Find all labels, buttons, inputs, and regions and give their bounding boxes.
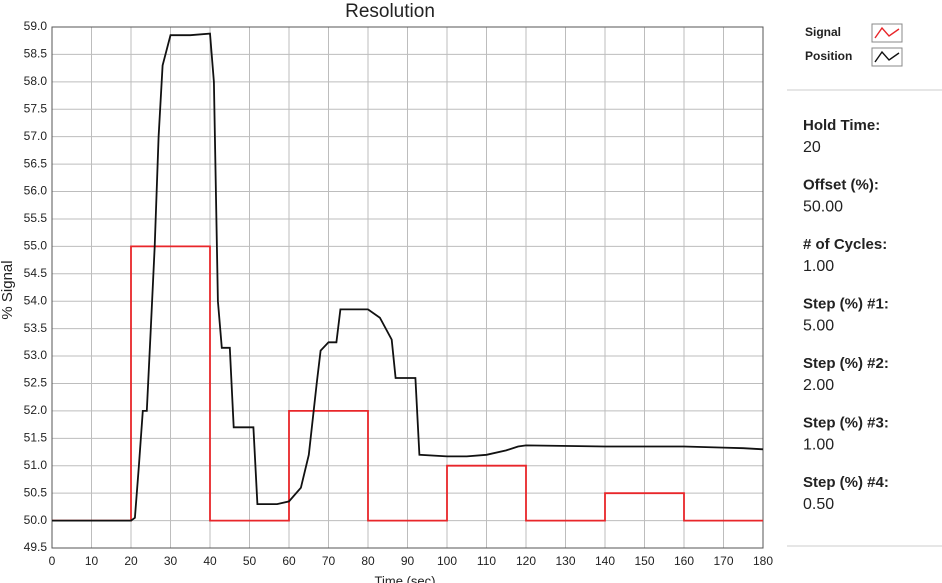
y-tick-label: 52.5: [24, 376, 48, 390]
legend-label: Position: [805, 49, 852, 63]
x-tick-label: 110: [477, 554, 496, 568]
x-tick-label: 160: [674, 554, 694, 568]
y-tick-label: 53.5: [24, 321, 48, 335]
panel-value: 5.00: [803, 318, 834, 335]
y-tick-label: 51.0: [24, 458, 48, 472]
series-line: [52, 32, 764, 522]
panel-value: 1.00: [803, 258, 834, 275]
y-tick-label: 58.0: [24, 74, 48, 88]
panel-label: Step (%) #3:: [803, 414, 889, 431]
series-line: [52, 245, 763, 522]
x-tick-label: 140: [595, 554, 615, 568]
panel-label: Step (%) #4:: [803, 474, 889, 491]
plot-frame: [51, 26, 764, 549]
y-tick-label: 49.5: [24, 540, 48, 554]
panel-label: # of Cycles:: [803, 236, 887, 253]
panel-label: Step (%) #2:: [803, 355, 889, 372]
chart-title: Resolution: [345, 1, 435, 22]
x-tick-label: 40: [203, 554, 217, 568]
panel-value: 2.00: [803, 377, 834, 394]
x-tick-label: 20: [124, 554, 138, 568]
y-tick-label: 56.5: [24, 156, 48, 170]
x-tick-label: 130: [555, 554, 575, 568]
y-tick-label: 55.0: [24, 239, 48, 253]
legend-label: Signal: [805, 25, 841, 39]
y-tick-label: 59.0: [24, 19, 48, 33]
x-axis-label: Time (sec): [375, 573, 436, 583]
y-tick-label: 52.0: [24, 403, 48, 417]
y-tick-label: 54.5: [24, 266, 48, 280]
y-tick-label: 58.5: [24, 47, 48, 61]
panel-label: Hold Time:: [803, 117, 880, 134]
y-tick-label: 54.0: [24, 293, 48, 307]
x-tick-label: 180: [753, 554, 773, 568]
y-tick-label: 57.0: [24, 129, 48, 143]
y-tick-label: 50.0: [24, 513, 48, 527]
x-tick-label: 90: [401, 554, 415, 568]
panel-value: 1.00: [803, 437, 834, 454]
x-tick-label: 60: [282, 554, 296, 568]
y-axis-label: % Signal: [0, 260, 16, 319]
x-tick-label: 50: [243, 554, 257, 568]
panel-value: 50.00: [803, 199, 843, 216]
y-tick-label: 56.0: [24, 184, 48, 198]
x-tick-label: 120: [516, 554, 536, 568]
panel-value: 0.50: [803, 496, 834, 513]
x-tick-label: 80: [361, 554, 375, 568]
x-tick-label: 170: [713, 554, 733, 568]
panel-value: 20: [803, 139, 821, 156]
panel-label: Offset (%):: [803, 176, 879, 193]
y-tick-label: 53.0: [24, 348, 48, 362]
y-tick-label: 50.5: [24, 485, 48, 499]
legend-swatch: [874, 26, 900, 39]
x-tick-label: 100: [437, 554, 457, 568]
x-tick-label: 30: [164, 554, 178, 568]
y-tick-label: 55.5: [24, 211, 48, 225]
x-tick-label: 150: [634, 554, 654, 568]
x-tick-label: 70: [322, 554, 336, 568]
panel-label: Step (%) #1:: [803, 295, 889, 312]
y-tick-label: 51.5: [24, 430, 48, 444]
x-tick-label: 0: [49, 554, 56, 568]
x-tick-label: 10: [85, 554, 99, 568]
legend-swatch: [874, 50, 900, 63]
y-tick-label: 57.5: [24, 101, 48, 115]
